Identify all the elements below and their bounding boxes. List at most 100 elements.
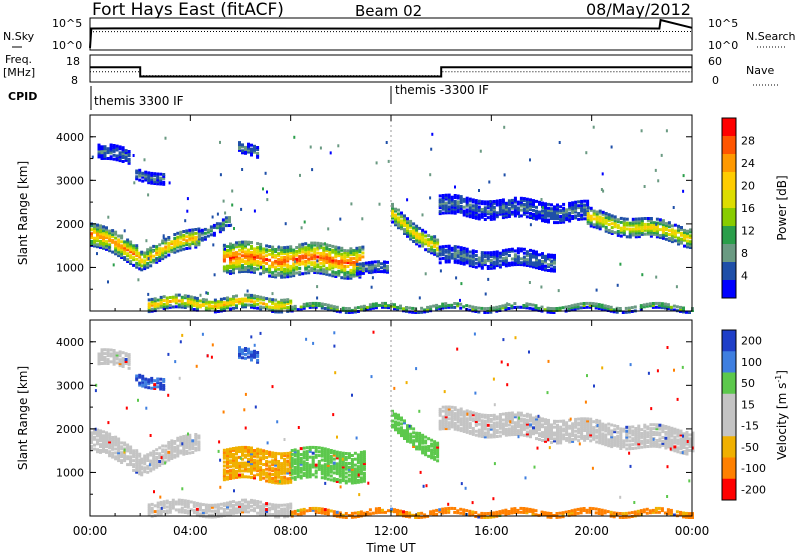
velocity-cell <box>462 430 466 433</box>
velocity-cell <box>580 436 584 440</box>
velocity-cell <box>400 428 403 432</box>
velocity-cell <box>607 444 611 448</box>
power-cell <box>90 240 93 243</box>
velocity-cell <box>93 437 96 441</box>
velocity-cell <box>495 425 499 429</box>
power-cell <box>105 228 108 232</box>
velocity-cell <box>191 445 195 449</box>
power-cell <box>274 308 278 312</box>
power-cell <box>386 268 389 272</box>
power-cell <box>435 307 439 311</box>
power-cell <box>580 215 584 219</box>
power-cell <box>195 306 199 310</box>
power-cell <box>331 258 335 262</box>
power-cell <box>222 251 226 255</box>
power-cell <box>192 304 196 307</box>
power-cell <box>480 213 484 217</box>
velocity-cell <box>637 434 641 438</box>
velocity-cell <box>253 449 256 452</box>
velocity-cell <box>353 479 357 483</box>
velocity-cell <box>362 454 366 458</box>
velocity-cell <box>586 425 590 429</box>
power-scatter-point <box>164 136 167 140</box>
power-cell <box>244 266 247 269</box>
power-cell <box>579 302 583 306</box>
velocity-cell <box>286 461 290 465</box>
power-cell <box>216 306 220 310</box>
velocity-cell <box>185 434 189 438</box>
velocity-cell <box>444 405 448 409</box>
power-cell <box>429 307 433 311</box>
velocity-cell <box>450 411 454 415</box>
power-cell <box>680 233 683 237</box>
velocity-cell <box>332 471 336 475</box>
velocity-cell <box>583 423 587 427</box>
velocity-cell <box>430 450 434 454</box>
velocity-cell <box>622 429 626 433</box>
power-cell <box>271 251 275 255</box>
power-cell <box>550 263 553 267</box>
velocity-cell <box>350 479 354 483</box>
power-cell <box>415 224 419 228</box>
power-cell <box>238 260 241 264</box>
velocity-cell <box>152 463 156 467</box>
velocity-cell <box>256 463 260 467</box>
velocity-cell <box>262 463 266 466</box>
power-cell <box>146 265 150 269</box>
power-cell <box>200 230 204 234</box>
velocity-cell <box>180 506 184 510</box>
velocity-cell <box>418 437 422 441</box>
velocity-cell <box>135 468 139 472</box>
velocity-cell <box>132 459 136 463</box>
velocity-cell <box>589 417 593 421</box>
power-cell <box>120 254 124 258</box>
velocity-cell <box>640 434 644 437</box>
velocity-cell <box>489 423 493 427</box>
velocity-cell <box>311 445 315 449</box>
velocity-cell <box>613 436 617 440</box>
power-cell <box>183 306 187 309</box>
velocity-cell <box>259 456 263 460</box>
velocity-cell <box>421 451 425 455</box>
velocity-cell <box>495 429 499 433</box>
power-cell <box>538 202 541 206</box>
power-scatter-point <box>96 252 98 256</box>
power-cell <box>361 245 365 249</box>
velocity-cell <box>162 500 166 504</box>
velocity-cell <box>471 427 475 430</box>
velocity-cell <box>299 470 303 474</box>
power-cell <box>292 254 296 258</box>
velocity-cell <box>489 435 493 439</box>
power-cell <box>259 297 263 301</box>
power-cell <box>415 238 419 242</box>
power-cell <box>402 307 405 311</box>
power-cell <box>513 261 517 265</box>
velocity-cell <box>323 455 327 459</box>
velocity-cell <box>415 437 419 441</box>
velocity-cell <box>293 450 297 454</box>
power-cell <box>456 259 460 263</box>
power-cell <box>486 310 490 314</box>
power-cell <box>123 258 127 261</box>
power-cell <box>310 253 314 257</box>
velocity-cell <box>441 421 445 425</box>
power-cell <box>595 214 599 218</box>
power-cell <box>427 243 431 247</box>
velocity-cell <box>504 416 508 420</box>
power-scatter-point <box>558 141 561 144</box>
power-cell <box>337 260 341 263</box>
power-cell <box>679 307 682 311</box>
velocity-cell <box>259 468 263 472</box>
velocity-cell <box>649 442 653 446</box>
power-cell <box>522 257 526 261</box>
velocity-cell <box>577 435 581 439</box>
velocity-cell <box>271 451 275 455</box>
power-scatter-point <box>284 222 287 226</box>
velocity-cell <box>238 461 241 465</box>
power-cell <box>652 221 656 225</box>
power-cell <box>616 224 620 228</box>
power-cell <box>109 157 113 161</box>
power-cell <box>302 302 306 306</box>
power-cell <box>498 251 502 255</box>
power-cell <box>607 217 611 221</box>
